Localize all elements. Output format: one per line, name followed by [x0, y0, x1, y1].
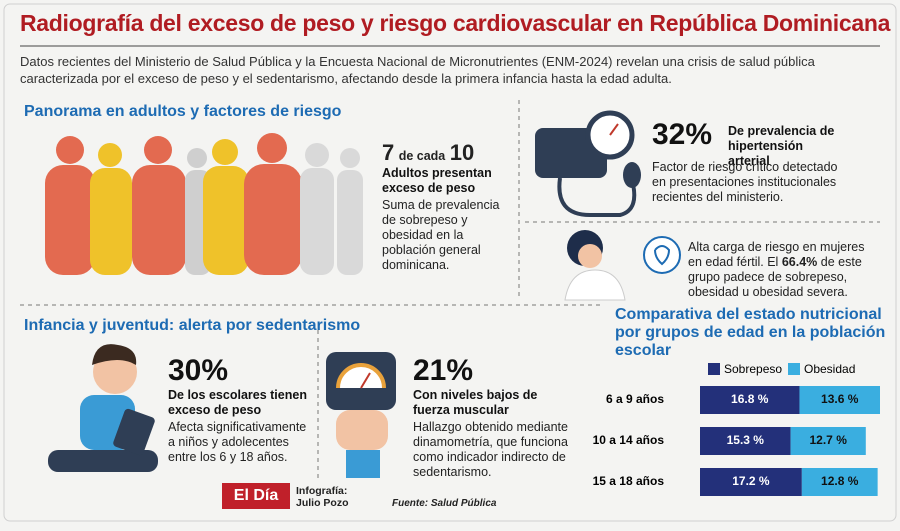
- title: Radiografía del exceso de peso y riesgo …: [20, 10, 891, 36]
- value-label: 15.3 %: [727, 433, 765, 447]
- category-label: 6 a 9 años: [606, 392, 664, 406]
- legend-label: Sobrepeso: [724, 362, 782, 376]
- stat-label: Con niveles bajos de fuerza muscular: [413, 388, 538, 417]
- dynamometer-icon: [326, 352, 396, 478]
- credit: Infografía: Julio Pozo: [296, 485, 349, 509]
- stat-mid: de cada: [398, 149, 446, 163]
- stat-label: De los escolares tienen exceso de peso: [168, 388, 307, 417]
- credit-name: Julio Pozo: [296, 497, 349, 509]
- stat-value: 21%: [413, 354, 474, 387]
- frame: [3, 3, 897, 522]
- text: de este grupo padece de sobrepeso, obesi…: [688, 255, 862, 299]
- legend-swatch: [788, 363, 800, 375]
- bar-segment: [801, 468, 878, 496]
- stat-label: Adultos presentan exceso de peso: [382, 166, 492, 195]
- legend-label: Obesidad: [804, 362, 855, 376]
- section-heading: Panorama en adultos y factores de riesgo: [24, 103, 342, 120]
- silhouettes: [45, 133, 363, 275]
- text: Alta carga de riesgo en mujeres en edad …: [688, 240, 865, 269]
- brand-box: [222, 483, 290, 509]
- stat-total: 10: [449, 140, 475, 165]
- value-label: 17.2 %: [732, 474, 770, 488]
- stat-text: Factor de riesgo crítico detectado en pr…: [652, 160, 838, 204]
- stat-text: Suma de prevalencia de sobrepeso y obesi…: [382, 198, 500, 272]
- adults-stat: 7 de cada 10 Adultos presentan exceso de…: [382, 140, 512, 273]
- brand: El Día: [234, 487, 279, 504]
- legend-swatch: [708, 363, 720, 375]
- stat-text: Hallazgo obtenido mediante dinamometría,…: [413, 420, 568, 479]
- value-label: 12.8 %: [821, 474, 859, 488]
- bar-segment: [700, 386, 800, 414]
- stat-text: Afecta significativamente a niños y adol…: [168, 420, 307, 464]
- women-text: Alta carga de riesgo en mujeres en edad …: [688, 240, 873, 300]
- value-label: 16.8 %: [731, 392, 769, 406]
- category-label: 15 a 18 años: [593, 474, 665, 488]
- kid-icon: [48, 344, 158, 472]
- highlight: 66.4%: [781, 255, 818, 269]
- credit-label: Infografía:: [296, 485, 348, 497]
- source: Fuente: Salud Pública: [392, 498, 497, 509]
- chart-title: Comparativa del estado nutricional por g…: [615, 306, 886, 359]
- woman-icon: [564, 230, 681, 301]
- bar-segment: [700, 427, 791, 455]
- bar-segment: [700, 468, 802, 496]
- value-label: 12.7 %: [810, 433, 848, 447]
- section-heading: Infancia y juventud: alerta por sedentar…: [24, 317, 361, 334]
- category-label: 10 a 14 años: [593, 433, 665, 447]
- stat-label: De prevalencia de hipertensión arterial: [728, 124, 835, 168]
- stat-value: 30%: [168, 354, 229, 387]
- chart: Sobrepeso Obesidad 6 a 9 años 16.8 % 13.6 % 1…: [593, 362, 880, 496]
- stat-number: 7: [382, 140, 395, 165]
- bar-segment: [799, 386, 880, 414]
- stat-value: 32%: [652, 118, 713, 151]
- intro: Datos recientes del Ministerio de Salud …: [20, 54, 815, 86]
- blood-pressure-icon: [535, 110, 641, 217]
- value-label: 13.6 %: [821, 392, 859, 406]
- bar-segment: [790, 427, 866, 455]
